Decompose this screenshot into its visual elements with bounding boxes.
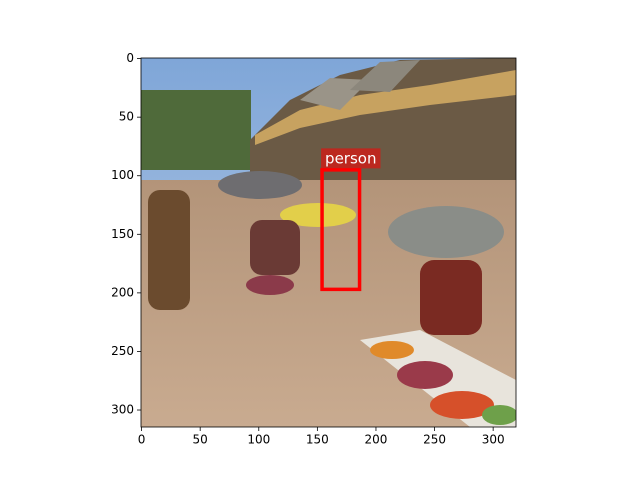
x-tick-label: 100	[247, 433, 270, 447]
x-tick-label: 200	[365, 433, 388, 447]
y-tick-label: 150	[111, 227, 134, 241]
bounding-box	[320, 168, 362, 292]
x-tick-label: 250	[423, 433, 446, 447]
x-tick-label: 300	[482, 433, 505, 447]
y-tick-label: 300	[111, 403, 134, 417]
y-tick-label: 100	[111, 168, 134, 182]
x-tick-label: 50	[193, 433, 208, 447]
y-tick-label: 50	[119, 110, 134, 124]
axes-frame	[140, 57, 517, 428]
photo	[141, 58, 516, 427]
y-tick-label: 0	[126, 51, 134, 65]
y-tick-label: 200	[111, 285, 134, 299]
box-label: person	[325, 149, 376, 167]
box-label-background	[321, 148, 381, 169]
x-tick-label: 0	[138, 433, 146, 447]
x-tick-label: 150	[306, 433, 329, 447]
y-tick-label: 250	[111, 344, 134, 358]
